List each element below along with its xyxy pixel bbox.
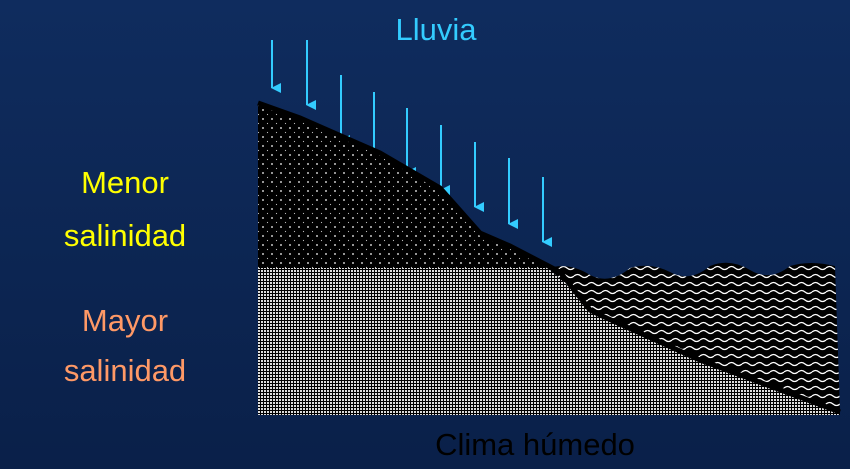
upper-label-line: Menor [81, 165, 169, 200]
rain-label: Lluvia [396, 12, 478, 47]
upper-label-line: salinidad [64, 218, 186, 253]
lower-label-line: salinidad [64, 353, 186, 388]
caption: Clima húmedo [435, 427, 635, 462]
page: Lluvia Menor salinidad Mayor salinidad C… [0, 0, 850, 469]
lower-label-line: Mayor [82, 303, 168, 338]
diagram: Lluvia Menor salinidad Mayor salinidad C… [0, 0, 850, 469]
